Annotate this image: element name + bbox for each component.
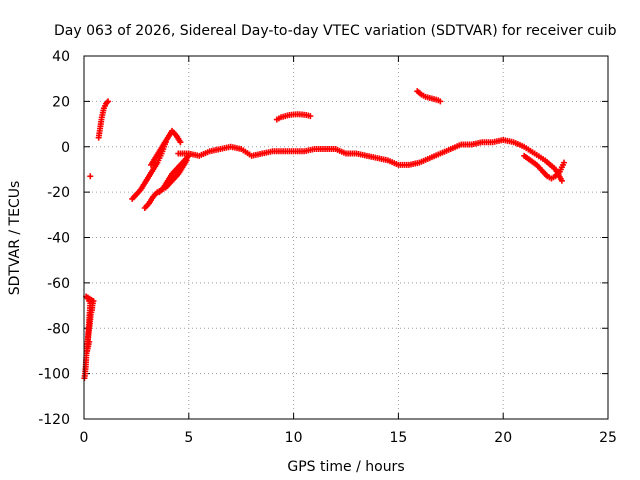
data-point (307, 113, 314, 120)
data-point (86, 338, 93, 345)
y-tick-label: 20 (52, 94, 70, 110)
y-tick-label: 40 (52, 49, 70, 65)
y-tick-label: -20 (47, 185, 70, 201)
x-tick-label: 25 (599, 430, 617, 446)
data-point (560, 159, 567, 166)
y-axis-ticks: -120 -100 -80 -60 -40 -20 0 20 40 (38, 49, 608, 428)
x-tick-label: 20 (494, 430, 512, 446)
y-tick-label: -120 (38, 412, 70, 428)
data-point (437, 98, 444, 105)
data-point (558, 177, 565, 184)
data-point (104, 99, 111, 106)
x-tick-label: 0 (80, 430, 89, 446)
y-tick-label: 0 (61, 140, 70, 156)
chart-title: Day 063 of 2026, Sidereal Day-to-day VTE… (54, 23, 617, 39)
x-axis-label: GPS time / hours (287, 459, 404, 475)
data-point (87, 173, 94, 180)
x-axis-ticks: 0 5 10 15 20 25 (80, 56, 617, 446)
y-tick-label: -60 (47, 276, 70, 292)
y-tick-label: -100 (38, 367, 70, 383)
grid-lines (84, 56, 608, 419)
plot-frame (83, 55, 609, 420)
data-points (81, 88, 567, 382)
x-tick-label: 5 (184, 430, 193, 446)
x-tick-label: 10 (285, 430, 303, 446)
data-point (105, 98, 112, 105)
data-point (84, 294, 91, 301)
y-axis-label: SDTVAR / TECUs (7, 181, 23, 296)
x-tick-label: 15 (389, 430, 407, 446)
y-tick-label: -80 (47, 321, 70, 337)
y-tick-label: -40 (47, 231, 70, 247)
data-point (177, 139, 184, 146)
